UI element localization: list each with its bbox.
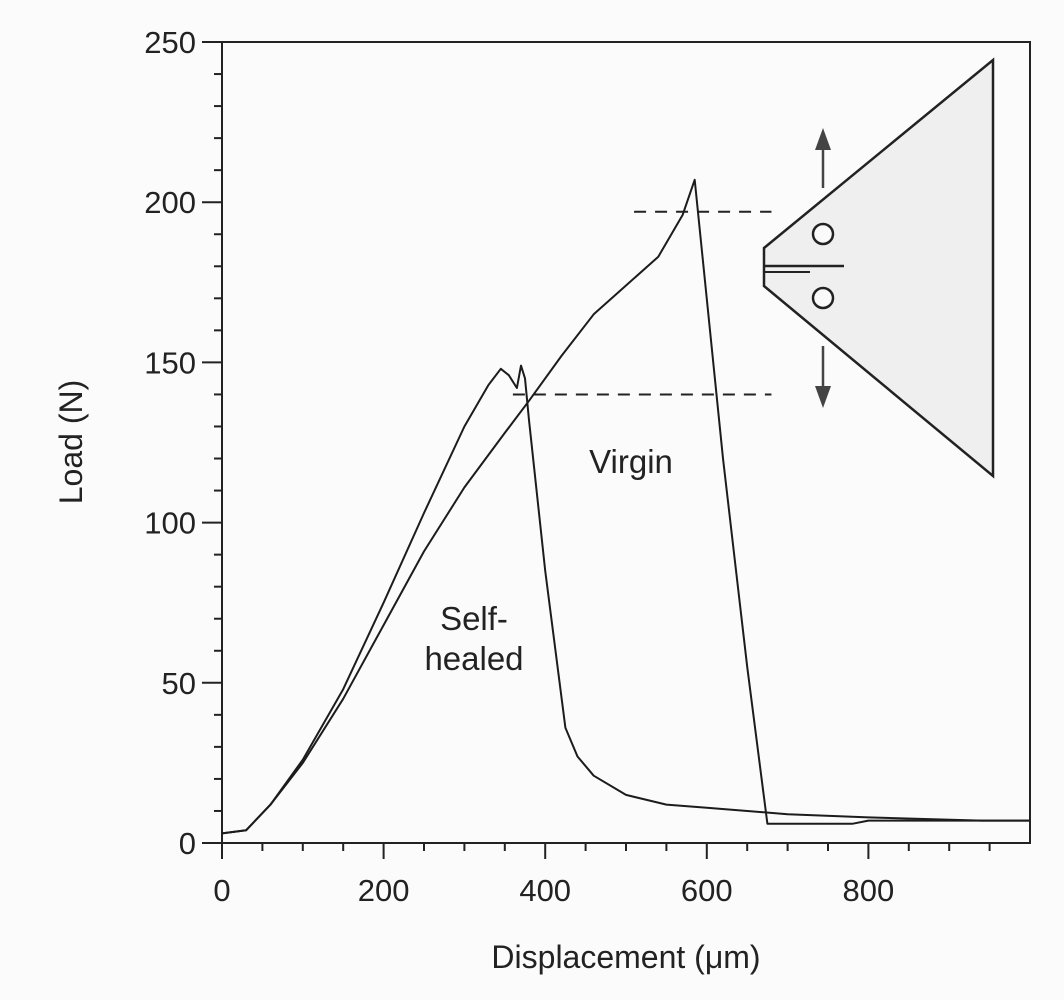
y-tick-label: 250 [144,25,196,60]
x-tick-label: 0 [213,873,230,908]
x-tick-label: 600 [681,873,733,908]
curve-annotations: Virgin Self- healed [424,443,672,677]
annotation-self-healed-line2: healed [424,640,523,677]
series-line-virgin [221,178,1030,835]
load-arrow-up-icon [815,128,831,150]
annotation-self-healed-line1: Self- [440,600,508,637]
y-tick-label: 200 [144,185,196,220]
x-axis-title: Displacement (μm) [491,939,760,975]
loading-pin-hole-bottom [811,286,835,310]
loading-pin-hole-top [811,222,835,246]
x-tick-label: 800 [843,873,895,908]
axis-ticks [202,41,991,859]
axis-tick-labels: 0 50 100 150 200 250 0 200 400 600 800 [144,25,894,908]
y-tick-label: 150 [144,345,196,380]
x-tick-label: 200 [358,873,410,908]
series-group [221,178,1030,835]
dashed-guides [512,210,772,396]
y-axis-title: Load (N) [53,380,89,505]
y-tick-label: 50 [162,666,196,701]
y-tick-label: 0 [179,826,196,861]
load-arrow-down-icon [815,386,831,408]
series-line-self-healed [221,364,1030,835]
x-tick-label: 400 [519,873,571,908]
tdcb-specimen-shape [762,57,995,479]
specimen-inset-diagram [762,57,995,479]
y-tick-label: 100 [144,506,196,541]
annotation-virgin: Virgin [589,443,673,480]
